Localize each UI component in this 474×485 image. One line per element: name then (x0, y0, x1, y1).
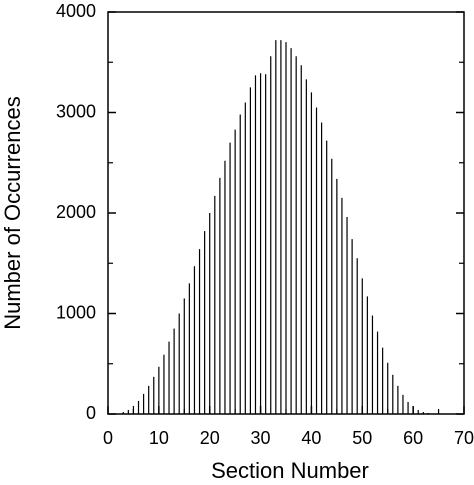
x-axis-title: Section Number (211, 458, 369, 483)
x-tick-label: 60 (403, 428, 423, 448)
x-tick-label: 40 (301, 428, 321, 448)
x-tick-label: 70 (454, 428, 474, 448)
x-tick-label: 30 (251, 428, 271, 448)
x-tick-label: 0 (103, 428, 113, 448)
y-tick-label: 0 (86, 403, 96, 423)
y-tick-label: 1000 (56, 302, 96, 322)
y-axis-title: Number of Occurrences (0, 96, 25, 330)
x-tick-label: 50 (352, 428, 372, 448)
x-tick-label: 10 (149, 428, 169, 448)
y-tick-label: 4000 (56, 1, 96, 21)
y-tick-label: 2000 (56, 202, 96, 222)
y-tick-label: 3000 (56, 101, 96, 121)
x-tick-label: 20 (200, 428, 220, 448)
